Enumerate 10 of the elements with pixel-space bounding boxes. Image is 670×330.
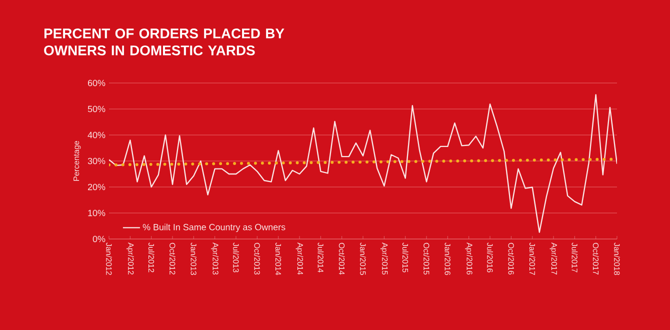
y-tick-label: 0%: [92, 236, 106, 242]
y-tick-label: 40%: [88, 132, 106, 138]
line-series: [109, 94, 618, 233]
legend-label: % Built In Same Country as Owners: [142, 224, 286, 232]
y-tick-label: 60%: [88, 80, 106, 86]
y-tick-label: 10%: [88, 210, 106, 216]
y-tick-label: 50%: [88, 106, 106, 112]
y-tick-label: 30%: [88, 158, 106, 164]
y-tick-label: 20%: [88, 184, 106, 190]
chart-title: PERCENT OF ORDERS PLACED BY OWNERS IN DOMESTIC YARDS: [44, 28, 284, 56]
